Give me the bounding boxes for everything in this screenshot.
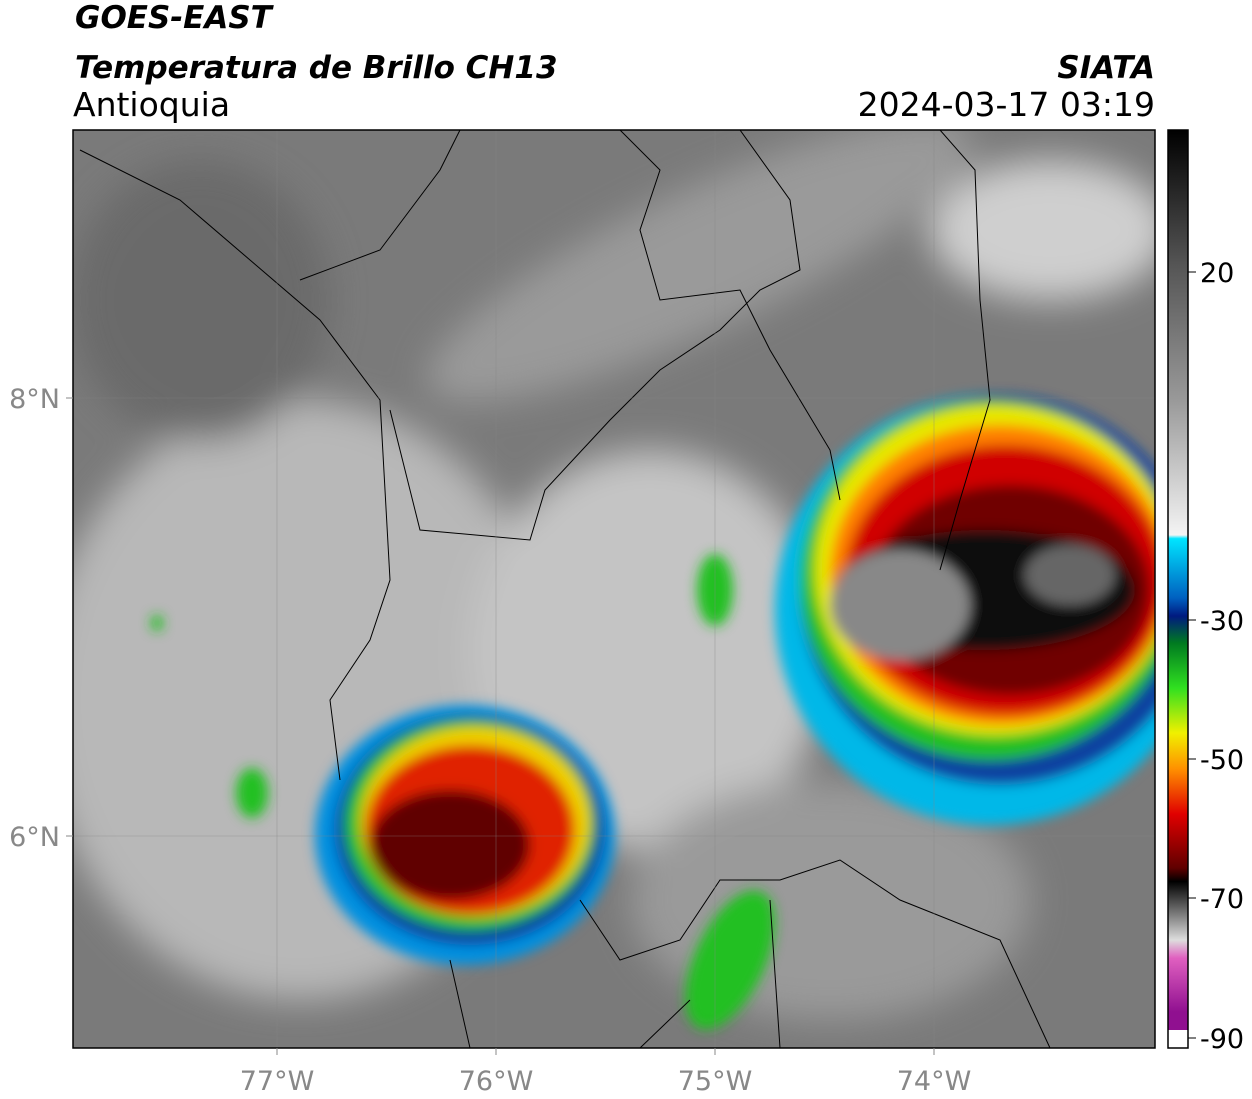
colorbar-label: -50: [1200, 745, 1244, 776]
agency: SIATA: [1057, 50, 1155, 86]
colorbar-frame: [1167, 129, 1189, 1049]
lat-label: 8°N: [9, 384, 60, 415]
map-frame: [72, 129, 1156, 1049]
datetime: 2024-03-17 03:19: [858, 85, 1155, 124]
lat-label: 6°N: [9, 822, 60, 853]
graticule: [73, 130, 1155, 1048]
colorbar-label: -70: [1200, 884, 1244, 915]
lon-label: 75°W: [678, 1066, 753, 1097]
satellite: GOES-EAST: [75, 0, 275, 36]
colorbar-label: -90: [1200, 1024, 1244, 1055]
lon-label: 76°W: [459, 1066, 534, 1097]
lon-label: 74°W: [897, 1066, 972, 1097]
satellite-image: [73, 130, 1155, 1048]
colorbar-under: [1168, 1030, 1188, 1048]
colorbar-label: 20: [1200, 258, 1234, 289]
colorbar-label: -30: [1200, 606, 1244, 637]
region: Antioquia: [73, 85, 230, 124]
colorbar: [1168, 130, 1188, 1030]
lon-label: 77°W: [240, 1066, 315, 1097]
product: Temperatura de Brillo CH13: [75, 50, 558, 86]
